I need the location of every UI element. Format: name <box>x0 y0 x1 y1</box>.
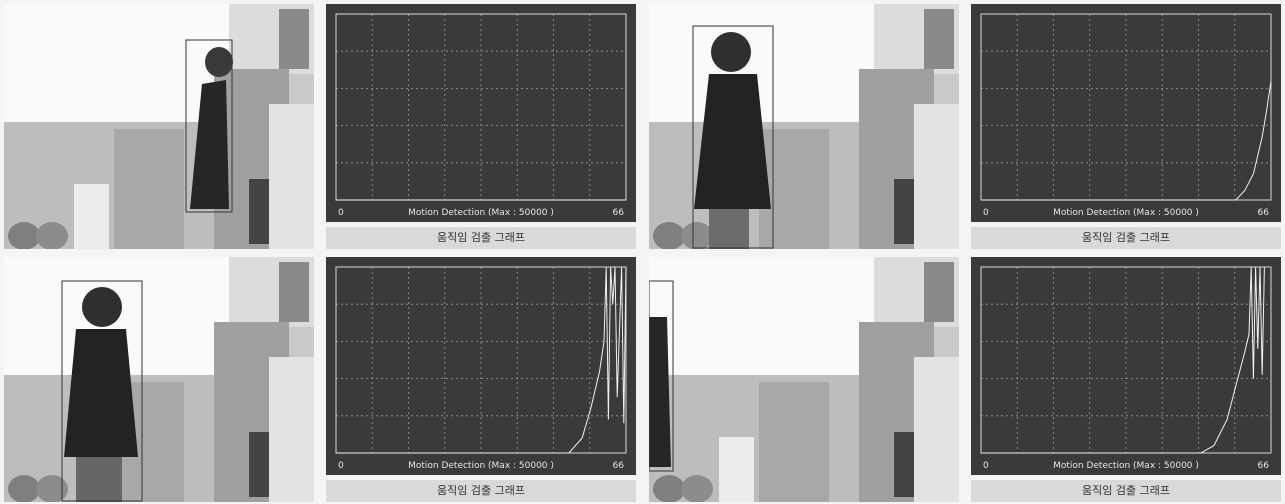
graph-caption: 움직임 검출 그래프 <box>326 227 636 249</box>
camera-scene <box>4 257 314 502</box>
motion-detection-chart: 0 Motion Detection (Max : 50000 ) 66 <box>971 4 1281 222</box>
motion-graph-panel: 0 Motion Detection (Max : 50000 ) 66 움직임 검… <box>971 257 1281 502</box>
camera-view <box>649 4 959 249</box>
frame-3: 0 Motion Detection (Max : 50000 ) 66 움직임 검… <box>4 257 636 502</box>
camera-scene <box>4 4 314 249</box>
motion-graph-panel: 0 Motion Detection (Max : 50000 ) 66 움직임 검… <box>326 257 636 502</box>
x-axis-label: Motion Detection (Max : 50000 ) <box>408 208 554 218</box>
x-max-label: 66 <box>1258 461 1270 471</box>
motion-series-line <box>981 266 1265 454</box>
motion-series-line <box>981 80 1272 201</box>
x-min-label: 0 <box>338 461 344 471</box>
motion-graph-panel: 0 Motion Detection (Max : 50000 ) 66 움직임 검… <box>971 4 1281 249</box>
x-min-label: 0 <box>983 208 989 218</box>
x-max-label: 66 <box>1258 208 1270 218</box>
frame-1: 0 Motion Detection (Max : 50000 ) 66 움직임 검… <box>4 4 636 249</box>
motion-graph-panel: 0 Motion Detection (Max : 50000 ) 66 움직임 검… <box>326 4 636 249</box>
camera-view <box>649 257 959 502</box>
motion-series-line <box>336 266 627 454</box>
x-axis-label: Motion Detection (Max : 50000 ) <box>1053 461 1199 471</box>
motion-detection-chart: 0 Motion Detection (Max : 50000 ) 66 <box>971 257 1281 475</box>
x-max-label: 66 <box>613 208 625 218</box>
camera-view <box>4 4 314 249</box>
x-axis-label: Motion Detection (Max : 50000 ) <box>1053 208 1199 218</box>
motion-detection-chart: 0 Motion Detection (Max : 50000 ) 66 <box>326 257 636 475</box>
graph-caption: 움직임 검출 그래프 <box>326 480 636 502</box>
frame-2: 0 Motion Detection (Max : 50000 ) 66 움직임 검… <box>649 4 1281 249</box>
camera-scene <box>649 4 959 249</box>
graph-caption: 움직임 검출 그래프 <box>971 227 1281 249</box>
graph-caption: 움직임 검출 그래프 <box>971 480 1281 502</box>
frame-4: 0 Motion Detection (Max : 50000 ) 66 움직임 검… <box>649 257 1281 502</box>
x-min-label: 0 <box>338 208 344 218</box>
motion-detection-chart: 0 Motion Detection (Max : 50000 ) 66 <box>326 4 636 222</box>
x-max-label: 66 <box>613 461 625 471</box>
camera-view <box>4 257 314 502</box>
camera-scene <box>649 257 959 502</box>
x-min-label: 0 <box>983 461 989 471</box>
x-axis-label: Motion Detection (Max : 50000 ) <box>408 461 554 471</box>
